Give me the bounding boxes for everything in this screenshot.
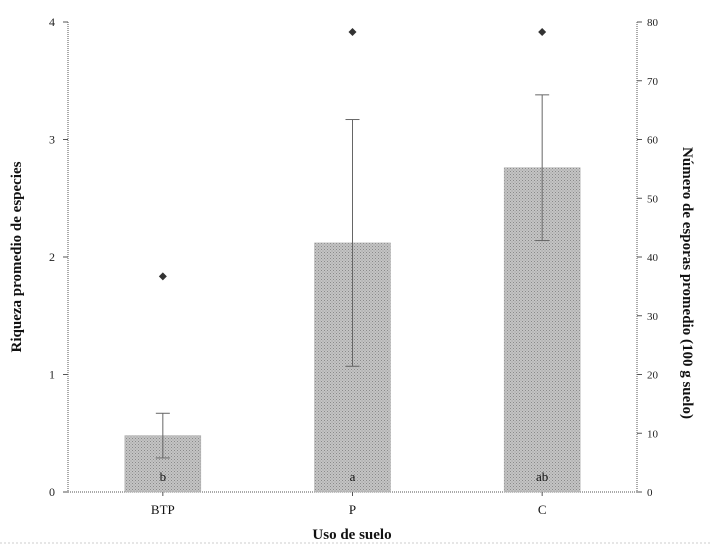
left-tick-label: 3	[49, 133, 55, 147]
left-ticks: 0 1 2 3 4	[49, 15, 68, 499]
right-tick-label: 70	[647, 76, 659, 88]
spore-count-marker	[538, 27, 547, 36]
left-tick-label: 4	[49, 15, 55, 29]
category-label: BTP	[151, 502, 175, 517]
left-tick-label: 1	[49, 368, 55, 382]
category-label: C	[538, 502, 547, 517]
spore-count-marker	[158, 272, 167, 281]
markers	[158, 27, 547, 281]
category-labels: BTP P C	[151, 492, 547, 517]
bars: b a ab	[124, 94, 581, 493]
spore-count-marker	[348, 27, 357, 36]
right-tick-label: 10	[647, 428, 659, 440]
left-tick-label: 0	[49, 485, 55, 499]
right-tick-label: 80	[647, 17, 659, 29]
right-tick-label: 20	[647, 370, 659, 382]
category-label: P	[349, 502, 356, 517]
left-tick-label: 2	[49, 250, 55, 264]
right-ticks: 0 10 20 30 40 50 60 70 80	[637, 17, 659, 499]
right-tick-label: 0	[647, 487, 653, 499]
right-tick-label: 60	[647, 135, 659, 147]
significance-label: b	[160, 469, 167, 484]
right-tick-label: 30	[647, 311, 659, 323]
right-tick-label: 50	[647, 193, 659, 205]
right-tick-label: 40	[647, 252, 659, 264]
y-axis-title: Riqueza promedio de especies	[9, 161, 25, 352]
x-axis-title: Uso de suelo	[312, 527, 391, 543]
y2-axis-title: Número de esporas promedio (100 g suelo)	[679, 147, 695, 419]
significance-label: ab	[536, 469, 548, 484]
significance-label: a	[350, 469, 356, 484]
